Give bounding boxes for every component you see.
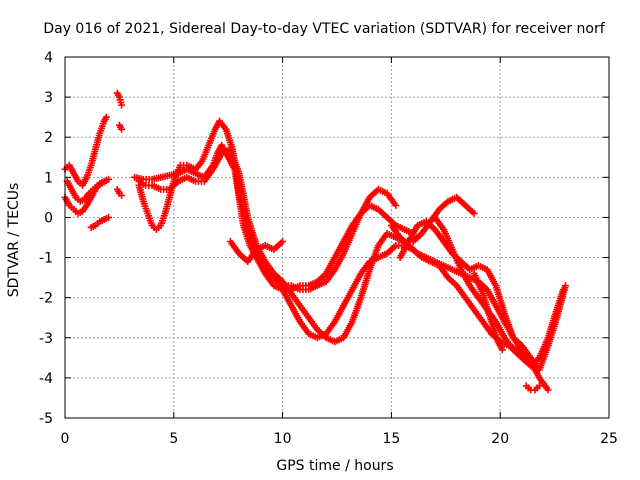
axis-ticks: 0 5 10 15 20 25 -5 -4 -3 -2 -1 0 1 2 3 4 (39, 50, 618, 447)
data-point (105, 213, 113, 221)
series-arc-6 (115, 121, 126, 133)
data-point (392, 201, 400, 209)
y-tick-label: -4 (39, 371, 53, 387)
plot-frame (64, 56, 610, 419)
series-arc-9 (135, 117, 400, 294)
data-point (470, 209, 478, 217)
y-tick-label: -2 (39, 291, 53, 307)
data-point (118, 125, 126, 133)
data-point (561, 282, 569, 290)
data-point (535, 382, 543, 390)
data-point (498, 346, 506, 354)
x-tick-label: 10 (274, 431, 292, 447)
x-tick-label: 20 (491, 431, 509, 447)
y-tick-label: -3 (39, 331, 53, 347)
y-tick-label: 2 (44, 130, 53, 146)
series-arc-3 (63, 175, 113, 205)
y-axis-label: SDTVAR / TECUs (6, 183, 22, 298)
data-point (105, 175, 113, 183)
x-tick-label: 15 (382, 431, 400, 447)
series-arc-17 (522, 382, 543, 394)
series-arc-7 (113, 185, 126, 199)
chart-title: Day 016 of 2021, Sidereal Day-to-day VTE… (43, 21, 605, 37)
series-arc-12 (279, 242, 530, 358)
y-tick-label: -1 (39, 251, 53, 267)
y-tick-label: 3 (44, 90, 53, 106)
y-tick-label: 1 (44, 170, 53, 186)
series-arc-10 (135, 145, 478, 346)
x-tick-label: 0 (61, 431, 70, 447)
series-arc-16 (470, 270, 506, 354)
data-point (118, 191, 126, 199)
series-arc-2 (61, 113, 110, 189)
data-point (279, 238, 287, 246)
series-arc-4 (87, 213, 113, 231)
y-tick-label: 0 (44, 210, 53, 226)
x-axis-label: GPS time / hours (276, 458, 393, 474)
data-marks (61, 89, 569, 394)
x-tick-label: 5 (169, 431, 178, 447)
y-tick-label: 4 (44, 50, 53, 66)
data-point (102, 113, 110, 121)
data-point (118, 101, 126, 109)
series-arc-11 (226, 238, 287, 266)
series-arc-5 (113, 89, 126, 109)
data-point (559, 286, 567, 294)
x-tick-label: 25 (600, 431, 618, 447)
y-tick-label: -5 (39, 411, 53, 427)
data-point (544, 386, 552, 394)
